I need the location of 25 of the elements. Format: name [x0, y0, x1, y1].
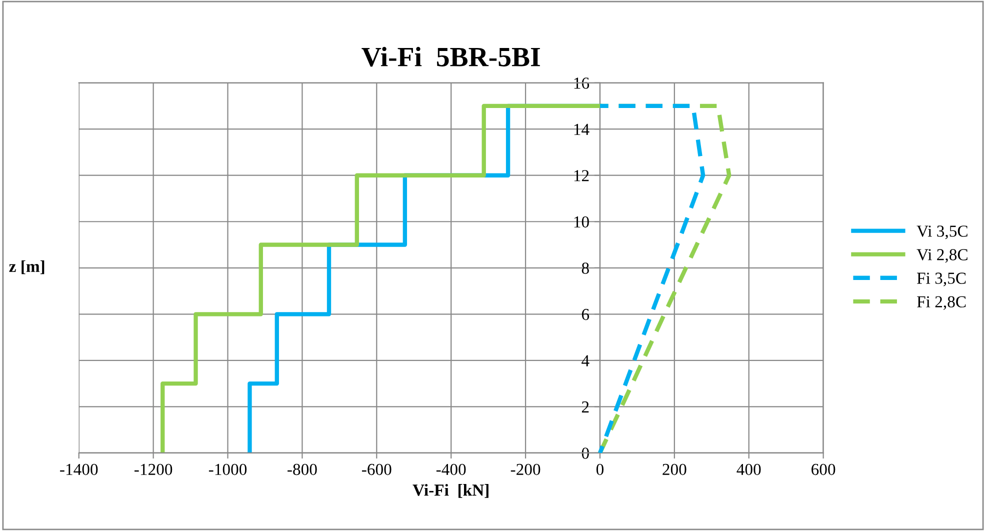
- y-tick-label: 2: [582, 401, 589, 412]
- legend-label: Fi 2,8C: [917, 296, 966, 310]
- y-axis-title: z [m]: [9, 260, 44, 274]
- y-tick-label: 12: [574, 170, 589, 182]
- y-tick-label: 8: [582, 262, 589, 274]
- x-tick-label: 600: [812, 464, 836, 476]
- legend-label: Vi 2,8C: [916, 249, 968, 263]
- legend-label: Vi 3,5C: [916, 226, 968, 240]
- legend-label: Fi 3,5C: [917, 272, 966, 286]
- x-tick-label: -400: [436, 464, 466, 476]
- x-tick-label: -600: [362, 464, 392, 476]
- x-axis-title: Vi-Fi [kN]: [412, 484, 488, 498]
- x-tick-label: -200: [510, 464, 540, 476]
- x-tick-label: -1400: [60, 464, 98, 476]
- y-tick-label: 6: [582, 308, 590, 320]
- chart-title: Vi-Fi 5BR-5BI: [362, 46, 540, 67]
- y-tick-label: 10: [574, 216, 589, 228]
- y-tick-label: 14: [574, 124, 590, 135]
- x-tick-label: 0: [596, 464, 604, 476]
- x-tick-label: 200: [662, 464, 686, 476]
- x-tick-label: -1000: [208, 464, 247, 476]
- y-tick-label: 4: [582, 355, 590, 366]
- x-tick-label: -800: [288, 464, 317, 476]
- x-tick-label: -1200: [134, 464, 172, 476]
- x-tick-label: 400: [736, 464, 761, 476]
